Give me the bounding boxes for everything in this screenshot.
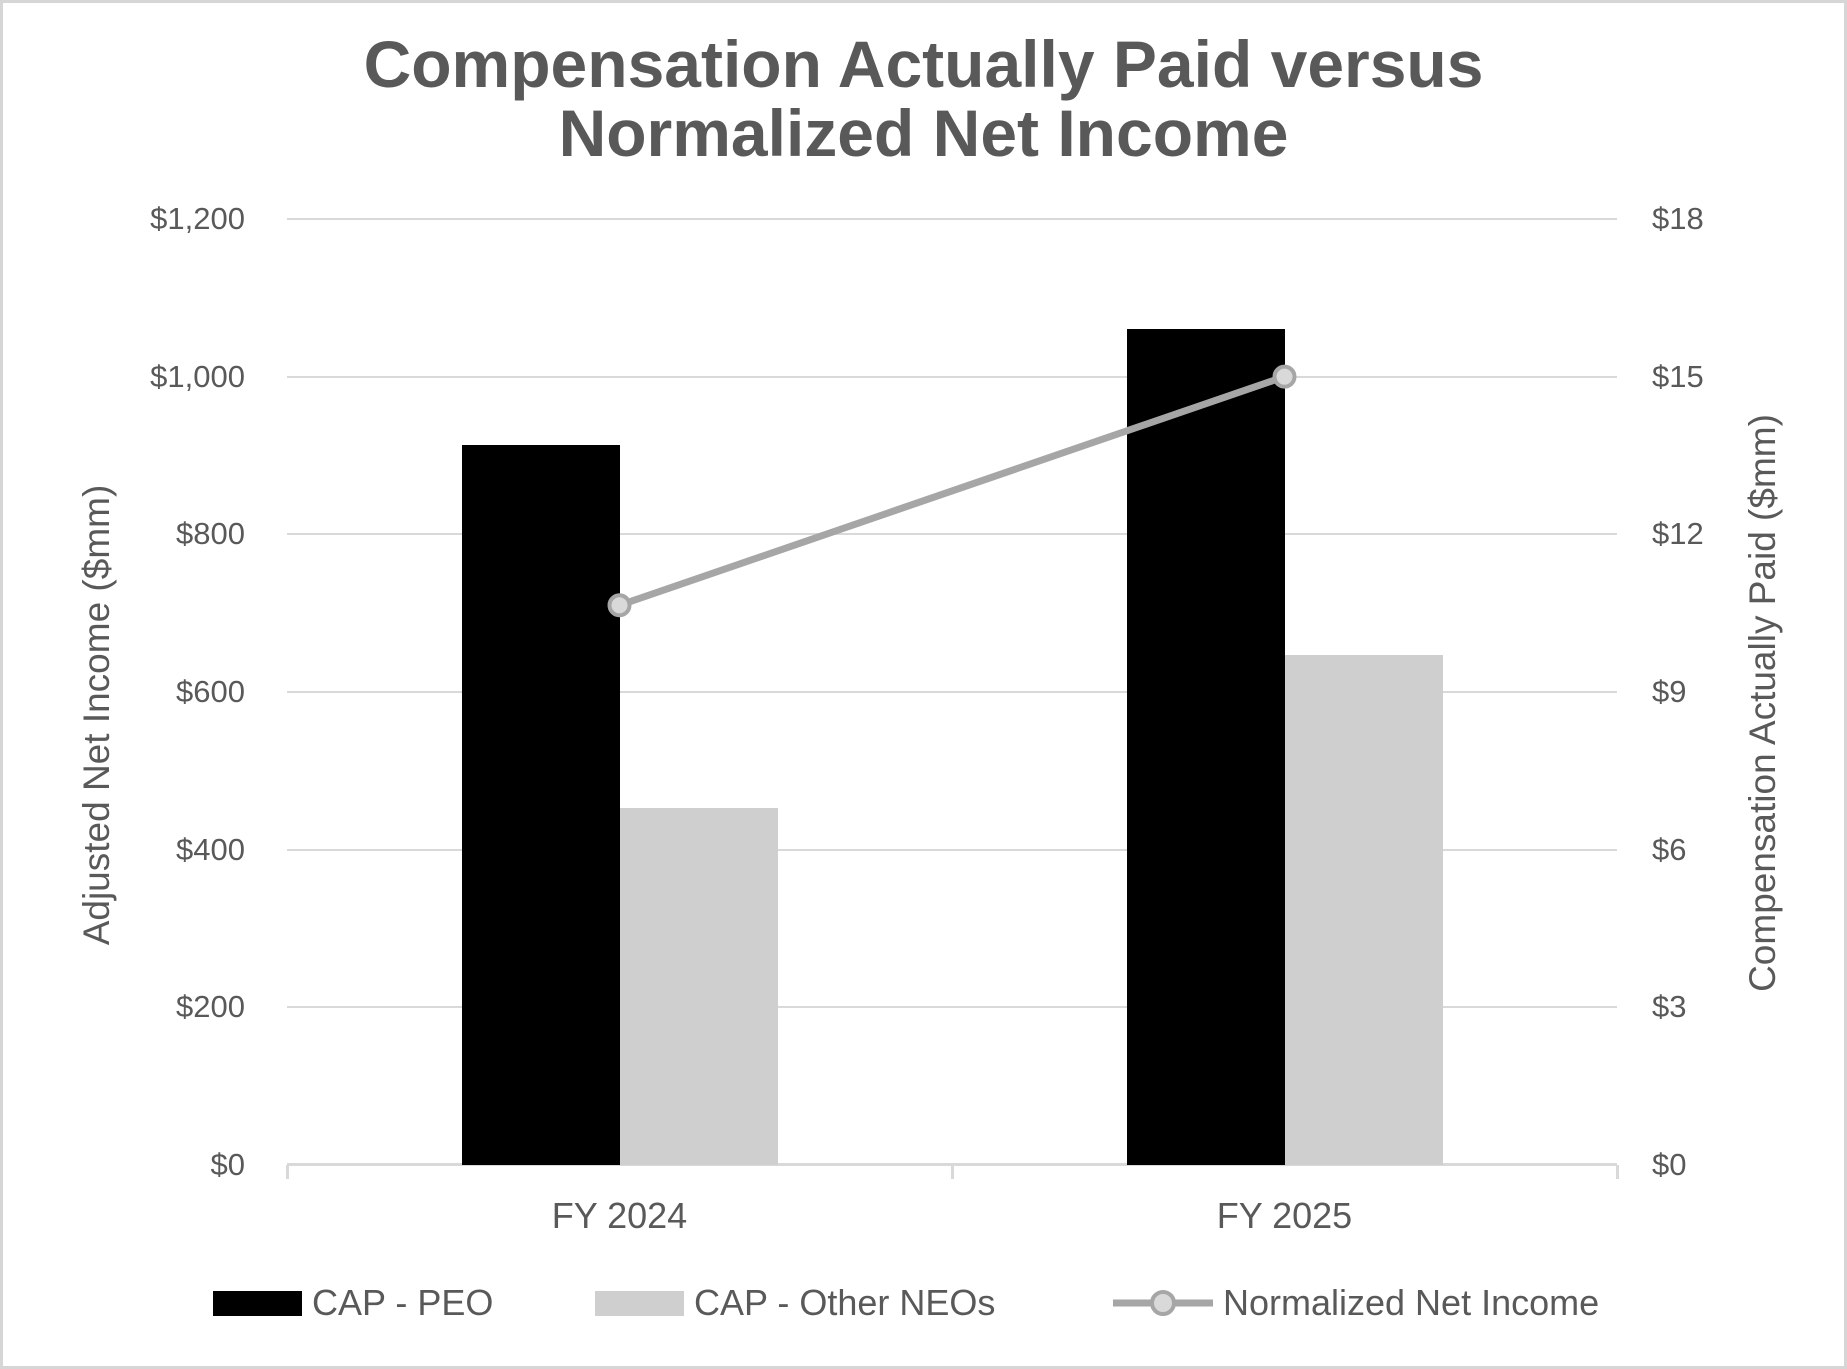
bar-cap-other-neos-fy-2024 (619, 808, 778, 1165)
plot-area (285, 218, 1619, 1179)
left-axis-tick-label: $600 (176, 674, 245, 709)
bar-cap-peo-fy-2024 (461, 445, 620, 1165)
x-axis-label-fy-2025: FY 2025 (1216, 1195, 1353, 1236)
right-axis-tick-label: $6 (1652, 831, 1687, 867)
right-axis-tick-label: $12 (1652, 516, 1704, 552)
legend-label-normalized-net-income: Normalized Net Income (1223, 1282, 1600, 1323)
legend-item-cap-other-neos: CAP - Other NEOs (595, 1281, 995, 1325)
left-axis-tick-label: $400 (176, 831, 245, 867)
left-axis-tick-label: $800 (176, 516, 245, 552)
left-axis-tick-label: $1,200 (150, 201, 245, 236)
left-axis-tick-label: $0 (210, 1147, 245, 1182)
x-axis-tick-mark (285, 1165, 289, 1179)
legend-line-marker-icon (1113, 1290, 1213, 1316)
right-axis-tick-label: $0 (1652, 1147, 1687, 1182)
x-axis-tick-mark (950, 1165, 954, 1179)
x-axis-labels: FY 2024 FY 2025 (287, 1192, 1617, 1240)
gridline (287, 218, 1617, 220)
legend-item-normalized-net-income: Normalized Net Income (1113, 1281, 1599, 1325)
legend-swatch-cap-peo (213, 1290, 302, 1316)
x-axis-label-fy-2024: FY 2024 (551, 1195, 688, 1236)
legend-label-cap-peo: CAP - PEO (312, 1282, 494, 1323)
left-axis-tick-label: $1,000 (150, 358, 245, 394)
left-axis-tick-label: $200 (176, 989, 245, 1025)
legend-label-cap-other-neos: CAP - Other NEOs (694, 1282, 996, 1323)
x-axis-tick-mark (1615, 1165, 1619, 1179)
x-axis-line (287, 1163, 1617, 1166)
right-axis-tick-label: $15 (1652, 358, 1704, 394)
legend-item-cap-peo: CAP - PEO (213, 1281, 493, 1325)
legend-swatch-cap-other-neos (595, 1290, 684, 1316)
bar-cap-other-neos-fy-2025 (1284, 655, 1443, 1165)
bar-cap-peo-fy-2025 (1126, 329, 1285, 1165)
gridline (287, 848, 1617, 851)
right-axis-tick-label: $18 (1652, 201, 1704, 236)
right-axis-tick-label: $9 (1652, 674, 1687, 709)
gridline (287, 375, 1617, 378)
gridline (287, 691, 1617, 693)
right-axis-tick-label: $3 (1652, 989, 1687, 1025)
chart-title: Compensation Actually Paid versus Normal… (363, 27, 1484, 171)
gridline (287, 1006, 1617, 1009)
